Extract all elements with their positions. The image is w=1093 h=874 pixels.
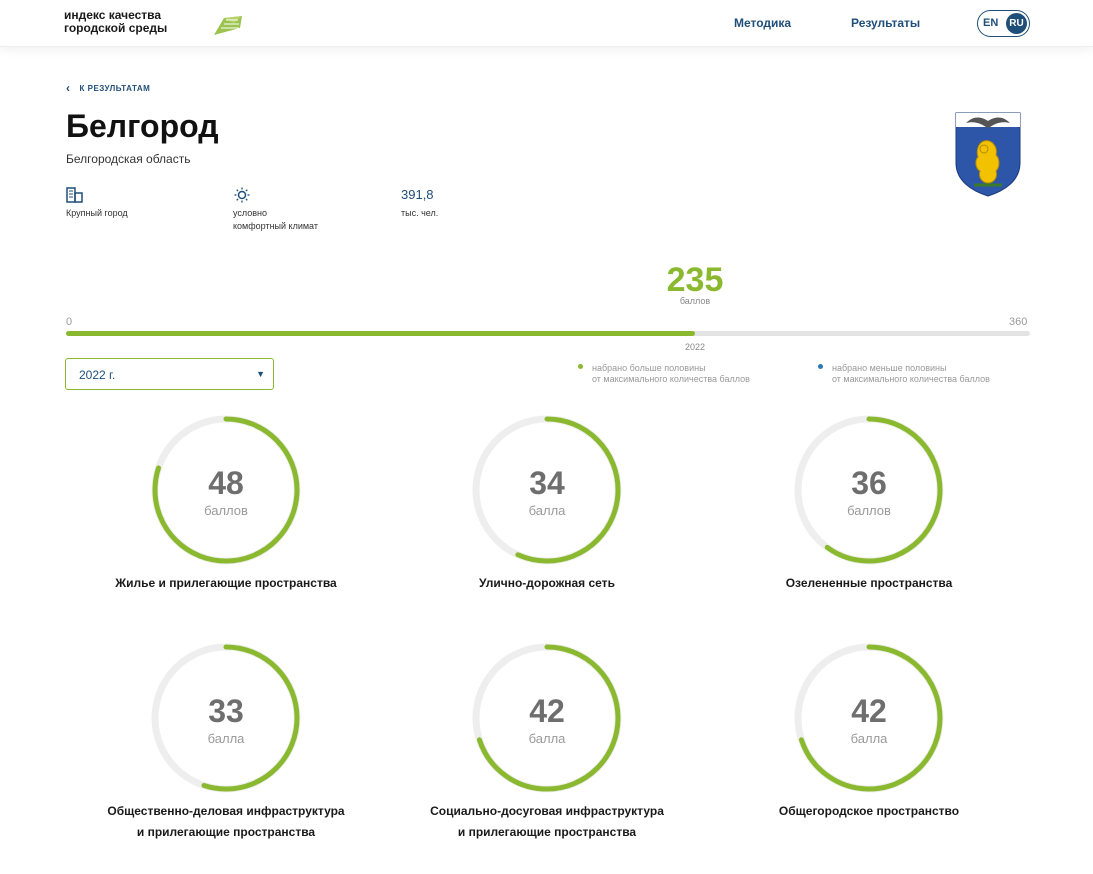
scale-min-label: 0 (66, 316, 73, 328)
city-region: Белгородская область (66, 152, 191, 166)
climate-line-2: комфортный климат (233, 221, 318, 231)
ring-progress-arc (152, 644, 300, 792)
category-title: Общественно-деловая инфраструктура и при… (76, 801, 376, 843)
category-title: Жилье и прилегающие пространства (76, 573, 376, 594)
legend-green-dot-icon (578, 364, 583, 369)
top-navigation-bar: индекс качества городской среды Методика… (0, 0, 1093, 47)
category-title: Озелененные пространства (719, 573, 1019, 594)
category-title: Общегородское пространство (719, 801, 1019, 822)
category-score: 42 (851, 693, 887, 729)
category-score-ring (792, 641, 946, 795)
ring-progress-arc (473, 644, 621, 792)
category-score-unit: балла (528, 731, 566, 746)
category-score-unit: баллов (204, 503, 248, 518)
category-score: 34 (529, 465, 565, 501)
total-score: 235 (666, 261, 724, 299)
category-title-line-1: Жилье и прилегающие пространства (115, 576, 337, 590)
total-score-progress-fill (66, 331, 696, 336)
category-score: 48 (208, 465, 244, 501)
sun-icon (234, 187, 250, 203)
category-card-housing[interactable]: 48 баллов Жилье и прилегающие пространст… (76, 413, 376, 613)
category-score-unit: балла (850, 731, 888, 746)
city-coat-of-arms (955, 112, 1021, 197)
category-score-ring (470, 413, 624, 567)
legend-above-half: набрано больше половины от максимального… (592, 363, 750, 385)
year-select-dropdown[interactable]: 2022 г. ▼ (65, 358, 274, 390)
back-link-label: К РЕЗУЛЬТАТАМ (79, 84, 151, 93)
progress-year-marker: 2022 (684, 342, 706, 352)
category-score-unit: балла (528, 503, 566, 518)
lang-ru-button[interactable]: RU (1006, 13, 1027, 34)
category-card-business[interactable]: 33 балла Общественно-деловая инфраструкт… (76, 641, 376, 841)
category-card-streets[interactable]: 34 балла Улично-дорожная сеть (397, 413, 697, 613)
climate-label: условно комфортный климат (233, 207, 318, 233)
category-title-line-1: Общегородское пространство (778, 804, 960, 818)
category-score-unit: баллов (847, 503, 891, 518)
ring-progress-arc (152, 416, 300, 564)
category-title-line-2: и прилегающие пространства (457, 825, 637, 839)
building-icon (66, 187, 83, 203)
ring-progress-arc (473, 416, 621, 564)
legend-below-line-1: набрано меньше половины (832, 363, 947, 373)
category-score: 42 (529, 693, 565, 729)
category-score: 36 (851, 465, 887, 501)
category-score-ring (792, 413, 946, 567)
year-select-value: 2022 г. (79, 368, 116, 382)
category-score: 33 (208, 693, 244, 729)
nav-methodology-link[interactable]: Методика (734, 16, 792, 30)
category-score-unit: балла (207, 731, 245, 746)
category-title-line-1: Социально-досуговая инфраструктура (430, 804, 664, 818)
category-card-social-leisure[interactable]: 42 балла Социально-досуговая инфраструкт… (397, 641, 697, 841)
population-value: 391,8 (401, 187, 434, 202)
legend-below-half: набрано меньше половины от максимального… (832, 363, 990, 385)
scale-max-label: 360 (1009, 316, 1028, 328)
language-switcher: EN RU (977, 10, 1030, 37)
logo-line-2: городской среды (64, 21, 168, 35)
legend-above-line-1: набрано больше половины (592, 363, 706, 373)
category-title-line-1: Общественно-деловая инфраструктура (107, 804, 345, 818)
ring-progress-arc (795, 644, 943, 792)
category-title-line-2: и прилегающие пространства (136, 825, 316, 839)
category-title-line-1: Озелененные пространства (785, 576, 953, 590)
legend-below-line-2: от максимального количества баллов (832, 374, 990, 384)
category-title-line-1: Улично-дорожная сеть (479, 576, 615, 590)
chevron-left-icon: ‹ (66, 81, 71, 95)
category-card-city-wide[interactable]: 42 балла Общегородское пространство (719, 641, 1019, 841)
category-title: Социально-досуговая инфраструктура и при… (397, 801, 697, 843)
lang-en-button[interactable]: EN (983, 17, 999, 29)
category-score-ring (470, 641, 624, 795)
site-logo-text[interactable]: индекс качества городской среды (64, 9, 167, 35)
nav-results-link[interactable]: Результаты (851, 16, 921, 30)
climate-line-1: условно (233, 208, 268, 218)
category-card-green-spaces[interactable]: 36 баллов Озелененные пространства (719, 413, 1019, 613)
city-type-label: Крупный город (66, 208, 128, 218)
logo-line-1: индекс качества (64, 8, 162, 22)
category-score-ring (149, 641, 303, 795)
back-to-results-link[interactable]: ‹ К РЕЗУЛЬТАТАМ (66, 81, 150, 95)
city-name: Белгород (66, 108, 219, 144)
legend-above-line-2: от максимального количества баллов (592, 374, 750, 384)
legend-blue-dot-icon (818, 364, 823, 369)
ring-progress-arc (795, 416, 943, 564)
total-score-progress-track (66, 331, 1030, 336)
caret-down-icon: ▼ (256, 369, 265, 379)
total-score-unit: баллов (679, 296, 711, 306)
category-title: Улично-дорожная сеть (397, 573, 697, 594)
category-score-ring (149, 413, 303, 567)
logo-mark-icon[interactable] (212, 14, 244, 36)
population-unit: тыс. чел. (401, 208, 439, 218)
